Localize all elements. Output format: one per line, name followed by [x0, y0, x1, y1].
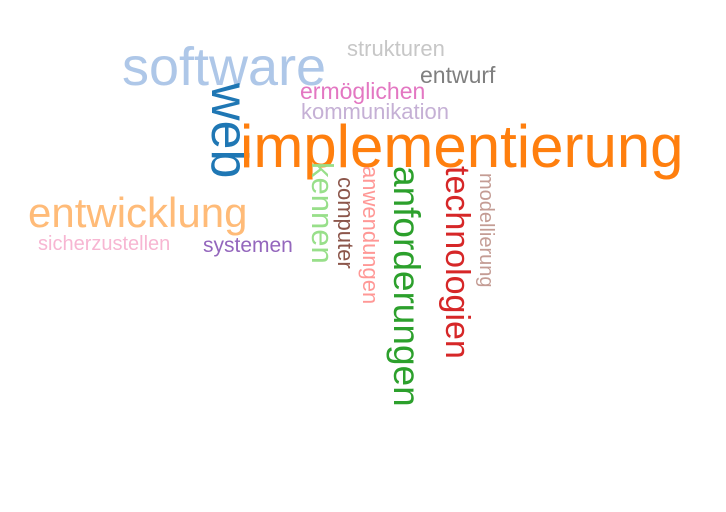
word-strukturen: strukturen — [347, 36, 445, 61]
word-entwicklung: entwicklung — [28, 189, 248, 236]
word-ermoeglichen: ermöglichen — [300, 78, 426, 104]
word-anforderungen: anforderungen — [386, 166, 427, 407]
word-systemen: systemen — [203, 234, 293, 257]
word-modellierung: modellierung — [475, 173, 497, 288]
word-anwendungen: anwendungen — [358, 166, 383, 305]
word-entwurf: entwurf — [420, 62, 496, 88]
word-kommunikation: kommunikation — [301, 99, 449, 124]
word-computer: computer — [333, 177, 358, 269]
word-software: software — [122, 37, 327, 97]
word-technologien: technologien — [438, 166, 476, 359]
word-sicherzustellen: sicherzustellen — [38, 233, 171, 255]
word-implementierung: implementierung — [240, 113, 684, 180]
